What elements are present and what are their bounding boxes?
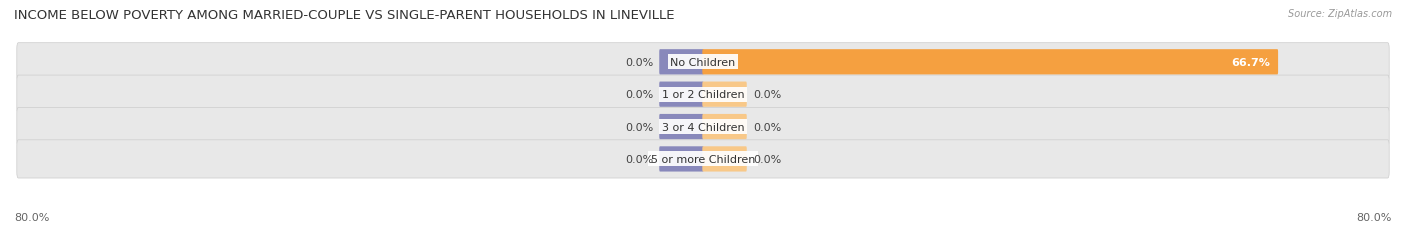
Text: 1 or 2 Children: 1 or 2 Children xyxy=(662,90,744,100)
FancyBboxPatch shape xyxy=(17,43,1389,82)
Text: 0.0%: 0.0% xyxy=(624,58,652,67)
Text: 66.7%: 66.7% xyxy=(1232,58,1271,67)
Text: Source: ZipAtlas.com: Source: ZipAtlas.com xyxy=(1288,9,1392,19)
Text: 0.0%: 0.0% xyxy=(624,90,652,100)
FancyBboxPatch shape xyxy=(703,147,747,172)
FancyBboxPatch shape xyxy=(703,50,1278,75)
FancyBboxPatch shape xyxy=(17,140,1389,178)
FancyBboxPatch shape xyxy=(659,114,703,140)
FancyBboxPatch shape xyxy=(703,82,747,107)
FancyBboxPatch shape xyxy=(703,114,747,140)
Text: 0.0%: 0.0% xyxy=(754,90,782,100)
FancyBboxPatch shape xyxy=(17,76,1389,114)
Text: 80.0%: 80.0% xyxy=(14,212,49,222)
Text: 80.0%: 80.0% xyxy=(1357,212,1392,222)
FancyBboxPatch shape xyxy=(659,82,703,107)
FancyBboxPatch shape xyxy=(659,50,703,75)
Text: 3 or 4 Children: 3 or 4 Children xyxy=(662,122,744,132)
FancyBboxPatch shape xyxy=(17,108,1389,146)
Text: 0.0%: 0.0% xyxy=(624,122,652,132)
Text: INCOME BELOW POVERTY AMONG MARRIED-COUPLE VS SINGLE-PARENT HOUSEHOLDS IN LINEVIL: INCOME BELOW POVERTY AMONG MARRIED-COUPL… xyxy=(14,9,675,22)
Text: 0.0%: 0.0% xyxy=(754,122,782,132)
Text: No Children: No Children xyxy=(671,58,735,67)
Text: 5 or more Children: 5 or more Children xyxy=(651,154,755,164)
FancyBboxPatch shape xyxy=(659,147,703,172)
Text: 0.0%: 0.0% xyxy=(624,154,652,164)
Text: 0.0%: 0.0% xyxy=(754,154,782,164)
